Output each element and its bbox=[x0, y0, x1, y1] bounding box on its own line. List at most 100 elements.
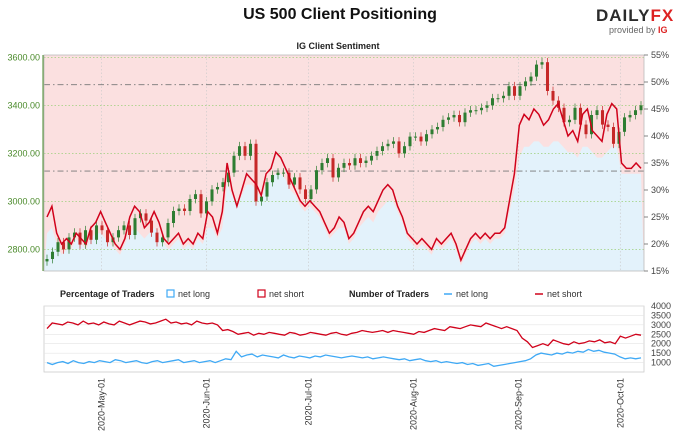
price-candle bbox=[232, 155, 236, 173]
legend-net-long-label: net long bbox=[178, 289, 210, 299]
price-candle bbox=[215, 187, 220, 190]
price-candle bbox=[606, 124, 610, 127]
price-candle bbox=[320, 163, 324, 171]
net-long-area bbox=[44, 141, 644, 271]
price-candle bbox=[534, 64, 539, 77]
price-candle bbox=[116, 230, 121, 238]
price-candle bbox=[325, 158, 330, 163]
price-candle bbox=[226, 172, 231, 183]
right-tick-label: 50% bbox=[651, 77, 669, 87]
legend-pct-label: Percentage of Traders bbox=[60, 289, 155, 299]
price-candle bbox=[347, 163, 352, 166]
chart-title: US 500 Client Positioning bbox=[243, 6, 437, 23]
price-candle bbox=[204, 201, 209, 214]
price-candle bbox=[292, 177, 297, 185]
price-candle bbox=[435, 127, 440, 130]
x-axis: 2020-May-01 2020-Jun-01 2020-Jul-01 2020-Au… bbox=[97, 378, 626, 431]
price-candle bbox=[78, 232, 82, 245]
net-short-line bbox=[46, 102, 642, 263]
legend-net-long-label-2: net long bbox=[456, 289, 488, 299]
logo-fx: FX bbox=[650, 6, 675, 25]
price-candle bbox=[155, 232, 159, 243]
price-candle bbox=[188, 199, 192, 211]
price-candle bbox=[287, 172, 291, 185]
traders-tick-label: 1500 bbox=[651, 348, 671, 358]
x-tick-label: 2020-Jul-01 bbox=[303, 378, 313, 426]
price-candle bbox=[479, 107, 484, 111]
price-candle bbox=[358, 158, 363, 163]
traders-tick-label: 2500 bbox=[651, 329, 671, 339]
price-candle bbox=[413, 136, 418, 138]
traders-net-short-line bbox=[46, 318, 642, 349]
price-candle bbox=[622, 117, 627, 132]
price-candle bbox=[336, 167, 341, 178]
price-candle bbox=[578, 107, 583, 125]
price-candle bbox=[149, 220, 154, 233]
price-candle bbox=[67, 237, 71, 250]
price-candle bbox=[210, 189, 214, 202]
price-candle bbox=[595, 110, 599, 115]
price-candle bbox=[424, 134, 429, 142]
price-candle bbox=[463, 112, 467, 123]
x-tick-label: 2020-Aug-01 bbox=[408, 378, 418, 430]
price-candle bbox=[45, 259, 49, 262]
dailyfx-logo: DAILYFX bbox=[596, 6, 674, 26]
price-candle bbox=[94, 225, 99, 240]
price-candle bbox=[628, 115, 632, 118]
price-candle bbox=[441, 119, 445, 127]
logo-text: DAILY bbox=[596, 6, 651, 25]
price-candle bbox=[496, 98, 500, 100]
price-candle bbox=[523, 81, 528, 87]
x-tick-label: 2020-Jun-01 bbox=[202, 378, 212, 429]
price-candle bbox=[171, 211, 176, 223]
right-tick-label: 40% bbox=[651, 131, 669, 141]
price-candle bbox=[567, 119, 572, 123]
logo-sub-text: provided by bbox=[609, 25, 656, 35]
left-tick-label: 3200.00 bbox=[7, 148, 40, 158]
left-tick-label: 3600.00 bbox=[7, 52, 40, 62]
price-candle bbox=[83, 230, 88, 245]
price-candle bbox=[303, 189, 308, 199]
price-candle bbox=[386, 143, 390, 147]
price-candle bbox=[573, 107, 577, 120]
price-candle bbox=[182, 208, 187, 211]
sentiment-lines bbox=[46, 102, 642, 263]
price-candle bbox=[419, 136, 423, 142]
price-candle bbox=[309, 189, 313, 199]
left-tick-label: 2800.00 bbox=[7, 244, 40, 254]
price-candle bbox=[364, 160, 368, 163]
price-candle bbox=[177, 208, 181, 211]
price-candle bbox=[518, 86, 522, 96]
price-candle bbox=[265, 182, 269, 197]
price-candle bbox=[254, 143, 258, 202]
main-axes: 2800.00 3000.00 3200.00 3400.00 3600.00 15% 20… bbox=[7, 50, 669, 276]
legend-net-long-box bbox=[166, 289, 175, 298]
price-candle bbox=[512, 86, 517, 96]
main-panel-background bbox=[44, 55, 644, 271]
traders-tick-label: 2000 bbox=[651, 339, 671, 349]
traders-tick-label: 3500 bbox=[651, 310, 671, 320]
price-candle bbox=[490, 98, 495, 106]
left-tick-label: 3000.00 bbox=[7, 196, 40, 206]
price-candle bbox=[89, 230, 93, 240]
price-candle bbox=[105, 230, 110, 243]
price-candle bbox=[639, 105, 643, 111]
price-candle bbox=[166, 223, 170, 238]
x-tick-label: 2020-May-01 bbox=[97, 378, 107, 431]
price-candle bbox=[127, 225, 132, 235]
traders-frame bbox=[43, 305, 645, 373]
right-tick-label: 35% bbox=[651, 158, 669, 168]
right-tick-label: 55% bbox=[651, 50, 669, 60]
traders-net-long-line bbox=[46, 348, 642, 367]
price-candle bbox=[452, 115, 456, 118]
ig-logo: IG bbox=[658, 25, 668, 35]
price-candle bbox=[72, 232, 77, 238]
traders-tick-label: 3000 bbox=[651, 320, 671, 330]
price-candle bbox=[56, 242, 60, 252]
price-candle bbox=[276, 172, 280, 175]
price-candle bbox=[353, 158, 357, 166]
price-candle bbox=[160, 237, 165, 243]
price-candle bbox=[199, 194, 203, 214]
price-candle bbox=[600, 110, 605, 125]
price-candle bbox=[584, 124, 588, 135]
